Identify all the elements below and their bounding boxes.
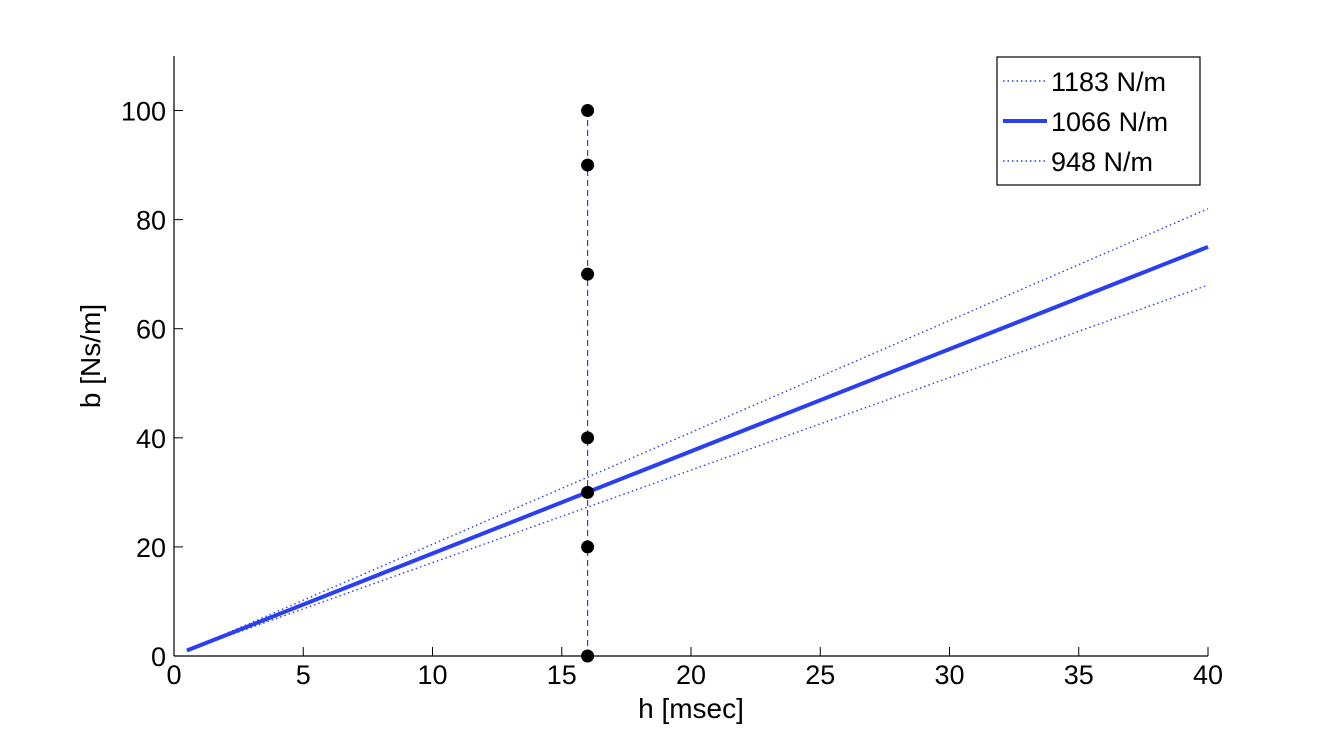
y-tick-label: 0 [151, 642, 166, 672]
legend-label: 1183 N/m [1051, 67, 1166, 97]
y-axis-title: b [Ns/m] [75, 304, 106, 408]
data-point [581, 158, 595, 172]
y-tick-label: 80 [136, 206, 166, 236]
x-tick-label: 0 [166, 660, 181, 690]
data-point [581, 540, 595, 554]
series-line-2 [186, 284, 1209, 652]
x-tick-label: 5 [296, 660, 311, 690]
x-tick-label: 30 [934, 660, 964, 690]
legend-label: 1066 N/m [1051, 107, 1168, 137]
data-point [581, 485, 595, 499]
x-tick-label: 25 [805, 660, 835, 690]
x-tick-label: 35 [1064, 660, 1094, 690]
y-tick-label: 40 [136, 424, 166, 454]
data-point [581, 267, 595, 281]
y-tick-label: 20 [136, 533, 166, 563]
x-tick-label: 20 [676, 660, 706, 690]
series-line-0 [186, 208, 1209, 652]
data-point [581, 431, 595, 445]
x-tick-label: 15 [547, 660, 577, 690]
series-line-1 [186, 245, 1209, 653]
y-tick-label: 60 [136, 315, 166, 345]
legend-label: 948 N/m [1051, 147, 1153, 177]
legend: 1183 N/m 1066 N/m 948 N/m [996, 56, 1201, 186]
x-tick-label: 10 [417, 660, 447, 690]
data-point [581, 104, 595, 118]
axes: 0 5 10 15 20 25 30 35 40 0 20 40 60 80 100 h [msec] b [N… [75, 56, 1223, 724]
x-axis-title: h [msec] [638, 693, 744, 724]
x-tick-label: 40 [1193, 660, 1223, 690]
y-tick-label: 100 [121, 97, 166, 127]
plot-area [186, 104, 1209, 663]
